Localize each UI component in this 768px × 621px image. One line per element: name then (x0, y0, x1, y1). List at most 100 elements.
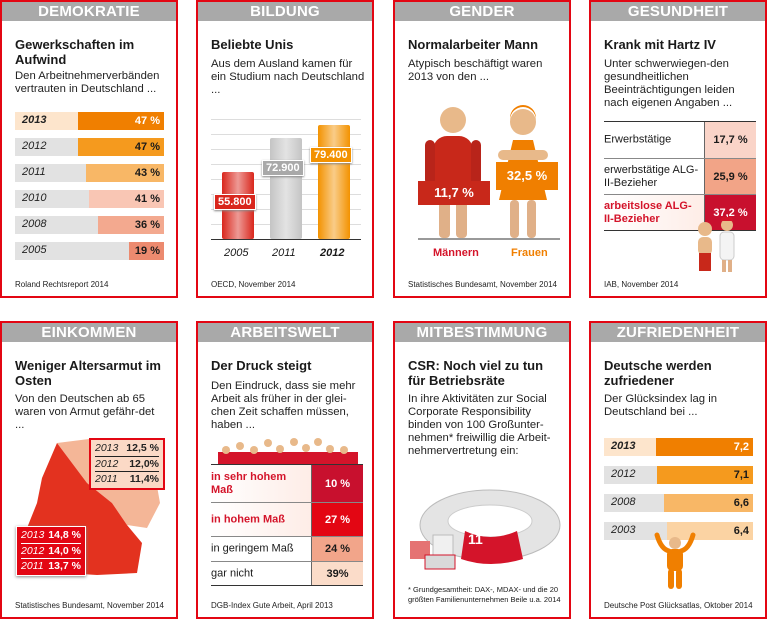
table-row: in sehr hohem Maß 10 % (211, 465, 363, 502)
percent-value: 13,7 % (48, 560, 81, 572)
panel-subtitle: Unter schwerwiegen-den gesundheitlichen … (604, 58, 735, 109)
map-value-row: 2013 12,5 % (95, 441, 159, 456)
panel-header: DEMOKRATIE (2, 2, 176, 21)
east-values-box: 2013 12,5 % 2012 12,0% 2011 11,4% (89, 438, 165, 490)
maenner-value-sign: 11,7 % (418, 181, 490, 205)
bar-value: 41 % (89, 190, 164, 208)
year-label: 2012 (95, 457, 119, 470)
source-note: Roland Rechtsreport 2014 (15, 280, 109, 289)
west-values-box: 2013 14,8 % 2012 14,0 % 2011 13,7 % (16, 526, 86, 576)
panel-title: Weniger Altersarmut im Osten (15, 358, 161, 388)
table-row: in geringem Maß 24 % (211, 536, 363, 561)
row-label: Erwerbstätige (604, 133, 672, 146)
panel-subtitle: Den Arbeitnehmerverbänden vertrauten in … (15, 70, 160, 95)
bar-value: 7,1 (657, 466, 753, 484)
map-value-row: 2013 14,8 % (21, 528, 81, 543)
bar-year-label: 2013 (611, 440, 636, 452)
bar-value: 47 % (78, 112, 164, 130)
bar-row: 2013 47 % (15, 112, 164, 130)
map-value-row: 2012 14,0 % (21, 542, 81, 559)
bar-year-label: 2012 (611, 468, 636, 480)
x-tick-label: 2012 (320, 247, 345, 259)
panel-zufriedenheit: ZUFRIEDENHEIT Deutsche werden zufriedene… (589, 321, 767, 619)
table-row: gar nicht 39% (211, 561, 363, 585)
percent-value: 12,0% (129, 457, 159, 470)
panel-header: ZUFRIEDENHEIT (591, 323, 765, 342)
bildung-bar-chart: 55.800 2005 72.900 2011 79.400 2012 (198, 2, 372, 296)
gesundheit-table: Erwerbstätige 17,7 % erwerbstätige ALG-II-… (604, 121, 756, 231)
panel-title: Krank mit Hartz IV (604, 37, 716, 52)
row-label: gar nicht (211, 567, 254, 579)
footnote: * Grundgesamtheit: DAX-, MDAX- und die 2… (408, 585, 561, 604)
percent-value: 14,0 % (48, 544, 81, 557)
bar-value: 47 % (78, 138, 164, 156)
panel-gender: GENDER Normalarbeiter Mann Atypisch besc… (393, 0, 571, 298)
row-label: erwerbstätige ALG-II-Bezieher (604, 163, 699, 189)
panel-header: GESUNDHEIT (591, 2, 765, 21)
panel-header: GENDER (395, 2, 569, 21)
panel-title: Deutsche werden zufriedener (604, 358, 712, 388)
percent-value: 14,8 % (48, 529, 81, 541)
panel-gesundheit: GESUNDHEIT Krank mit Hartz IV Unter schw… (589, 0, 767, 298)
bar-value: 43 % (85, 164, 164, 182)
bar (318, 125, 350, 239)
row-value: 10 % (311, 465, 363, 502)
row-value: 24 % (311, 537, 363, 561)
row-label: arbeitslose ALG-II-Bezieher (604, 199, 692, 225)
bar-row: 2003 6,4 (604, 522, 753, 540)
panel-einkommen: EINKOMMEN Weniger Altersarmut im Osten V… (0, 321, 178, 619)
row-value: 27 % (311, 503, 363, 536)
gridline (211, 119, 361, 120)
bar-row: 2012 47 % (15, 138, 164, 156)
cheering-person-icon (654, 532, 696, 589)
bar-year-label: 2005 (22, 244, 47, 256)
crowd-illustration (218, 438, 358, 465)
bar-year-label: 2013 (22, 114, 47, 126)
bar-year-label: 2010 (22, 192, 47, 204)
maenner-label: Männern (433, 247, 479, 259)
panel-header: ARBEITSWELT (198, 323, 372, 342)
year-label: 2011 (95, 473, 118, 485)
bar-value-label: 72.900 (262, 160, 304, 176)
panel-subtitle: Aus dem Ausland kamen für ein Studium na… (211, 58, 365, 96)
bar-value: 19 % (129, 242, 164, 260)
bar-year-label: 2008 (22, 218, 47, 230)
bar-year-label: 2008 (611, 496, 636, 508)
bar-row: 2012 7,1 (604, 466, 753, 484)
bar-year-label: 2012 (22, 140, 47, 152)
source-note: IAB, November 2014 (604, 280, 679, 289)
row-value: 25,9 % (704, 159, 756, 194)
panel-title: Gewerkschaften im Aufwind (15, 37, 135, 67)
panel-header: MITBESTIMMUNG (395, 323, 569, 342)
source-note: Statistisches Bundesamt, November 2014 (15, 601, 164, 610)
panel-subtitle: Der Glücksindex lag in Deutschland bei .… (604, 393, 718, 418)
torus-value: 11 (468, 531, 483, 547)
bar-year-label: 2003 (611, 524, 636, 536)
arbeitswelt-table: in sehr hohem Maß 10 % in hohem Maß 27 % in … (211, 464, 363, 586)
bar-value-label: 55.800 (214, 194, 256, 210)
frauen-value-sign: 32,5 % (496, 162, 558, 190)
year-label: 2013 (21, 529, 45, 541)
bar (270, 138, 302, 239)
source-note: Statistisches Bundesamt, November 2014 (408, 280, 557, 289)
bar-value-label: 79.400 (310, 147, 352, 163)
map-value-row: 2011 11,4% (95, 471, 159, 487)
panel-demokratie: DEMOKRATIE Gewerkschaften im Aufwind Den… (0, 0, 178, 298)
bar-row: 2008 36 % (15, 216, 164, 234)
panel-mitbestimmung: MITBESTIMMUNG CSR: Noch viel zu tun für … (393, 321, 571, 619)
x-tick-label: 2011 (272, 247, 296, 259)
bar-value: 7,2 (655, 438, 753, 456)
panel-title: Der Druck steigt (211, 358, 312, 373)
doctor-patient-illustration (698, 217, 735, 272)
table-row: erwerbstätige ALG-II-Bezieher 25,9 % (604, 158, 756, 194)
bar-row: 2005 19 % (15, 242, 164, 260)
panel-title: Normalarbeiter Mann (408, 37, 539, 52)
x-tick-label: 2005 (224, 247, 249, 259)
row-value: 17,7 % (704, 122, 756, 158)
panel-header: EINKOMMEN (2, 323, 176, 342)
table-row: in hohem Maß 27 % (211, 502, 363, 536)
bar-value: 36 % (98, 216, 164, 234)
panel-subtitle: In ihre Aktivitäten zur Social Corporate… (408, 393, 551, 457)
gridline (211, 134, 361, 135)
bar-row: 2013 7,2 (604, 438, 753, 456)
